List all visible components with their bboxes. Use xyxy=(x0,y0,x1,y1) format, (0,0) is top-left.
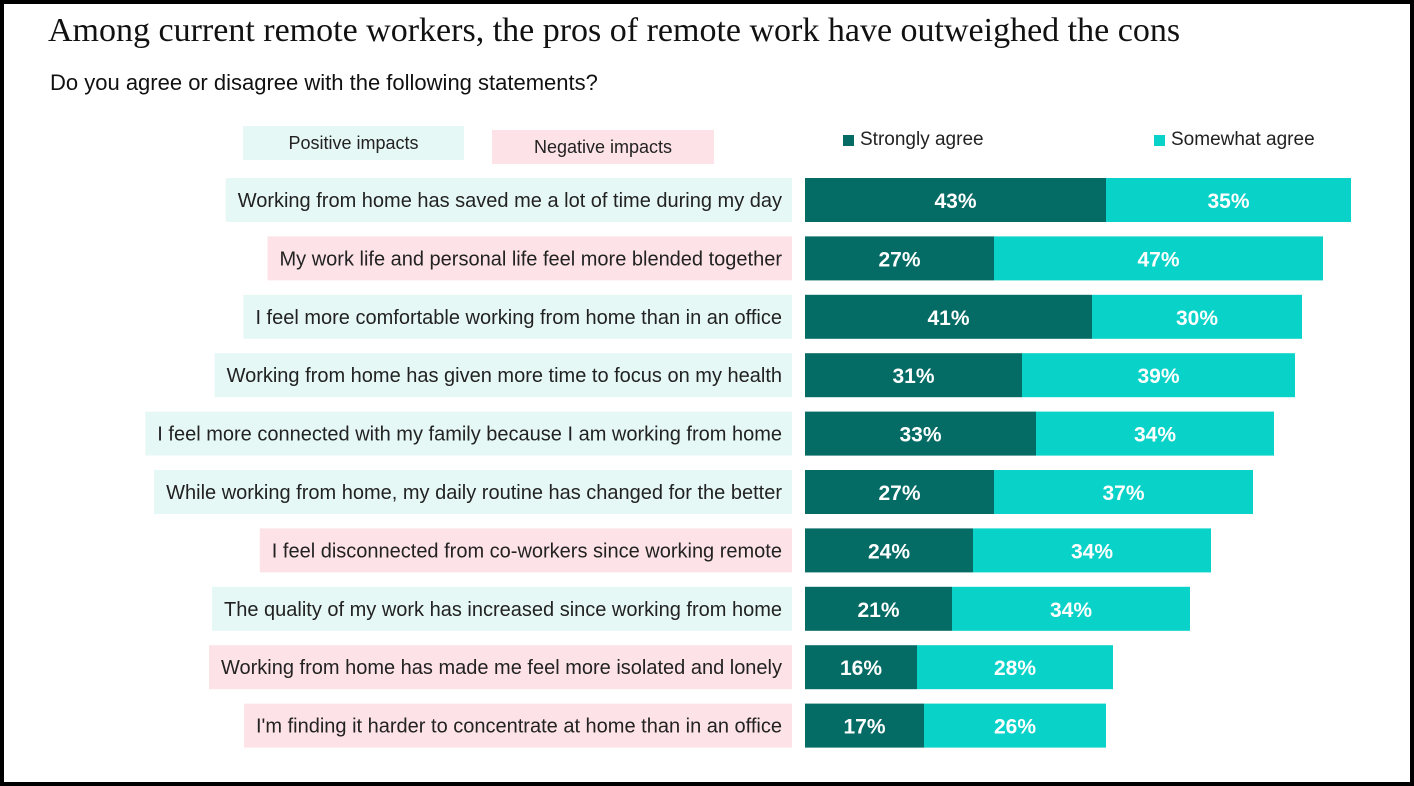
bar-strongly-agree xyxy=(805,528,973,573)
data-label-strongly-agree: 27% xyxy=(878,248,920,271)
bar-strongly-agree xyxy=(805,586,952,631)
positive-impacts-key: Positive impacts xyxy=(243,126,464,160)
bar-strongly-agree xyxy=(805,353,1022,398)
data-label-somewhat-agree: 26% xyxy=(994,716,1036,739)
bar-strongly-agree xyxy=(805,236,994,281)
legend-swatch-somewhat-agree xyxy=(1154,134,1165,146)
data-label-somewhat-agree: 34% xyxy=(1050,599,1092,622)
bar-somewhat-agree xyxy=(1036,411,1274,456)
category-label: I'm finding it harder to concentrate at … xyxy=(256,716,782,738)
bar-strongly-agree xyxy=(805,411,1036,456)
category-label: The quality of my work has increased sin… xyxy=(224,599,782,621)
bar-strongly-agree xyxy=(805,470,994,514)
category-label: I feel disconnected from co-workers sinc… xyxy=(272,540,782,562)
category-label: I feel more comfortable working from hom… xyxy=(255,307,782,329)
legend-item-somewhat-agree: Somewhat agree xyxy=(1154,127,1315,153)
data-label-strongly-agree: 33% xyxy=(899,424,941,447)
data-label-strongly-agree: 31% xyxy=(892,365,934,388)
data-label-strongly-agree: 43% xyxy=(934,190,976,213)
bar-somewhat-agree xyxy=(917,645,1113,690)
data-label-somewhat-agree: 34% xyxy=(1134,424,1176,447)
negative-impacts-key: Negative impacts xyxy=(492,130,714,164)
data-label-strongly-agree: 16% xyxy=(840,657,882,680)
bar-somewhat-agree xyxy=(952,586,1190,631)
bar-somewhat-agree xyxy=(994,470,1253,514)
chart-subtitle: Do you agree or disagree with the follow… xyxy=(50,70,598,95)
category-label-background xyxy=(244,703,792,748)
bar-somewhat-agree xyxy=(1092,294,1302,339)
category-label: Working from home has given more time to… xyxy=(227,365,782,387)
legend-swatch-strongly-agree xyxy=(843,134,854,146)
category-label-background xyxy=(212,586,792,631)
data-label-strongly-agree: 27% xyxy=(878,482,920,505)
category-label-background xyxy=(145,411,793,456)
data-label-strongly-agree: 17% xyxy=(843,716,885,739)
data-label-strongly-agree: 41% xyxy=(927,307,969,330)
data-label-somewhat-agree: 30% xyxy=(1176,307,1218,330)
category-label-background xyxy=(209,645,792,690)
data-label-somewhat-agree: 28% xyxy=(994,657,1036,680)
legend-label-somewhat-agree: Somewhat agree xyxy=(1171,129,1315,150)
category-label-background xyxy=(214,353,793,398)
chart-title: Among current remote workers, the pros o… xyxy=(48,12,1181,49)
data-label-somewhat-agree: 47% xyxy=(1137,248,1179,271)
category-label: Working from home has made me feel more … xyxy=(221,657,782,679)
data-label-strongly-agree: 21% xyxy=(857,599,899,622)
data-label-somewhat-agree: 39% xyxy=(1137,365,1179,388)
category-label: My work life and personal life feel more… xyxy=(280,248,783,270)
data-label-somewhat-agree: 37% xyxy=(1102,482,1144,505)
bar-somewhat-agree xyxy=(973,528,1211,573)
category-label: I feel more connected with my family bec… xyxy=(157,424,782,446)
category-label-background xyxy=(267,236,792,281)
legend-item-strongly-agree: Strongly agree xyxy=(843,127,984,153)
bar-strongly-agree xyxy=(805,645,917,690)
category-label: Working from home has saved me a lot of … xyxy=(238,190,782,212)
bar-somewhat-agree xyxy=(994,236,1323,281)
legend-label-strongly-agree: Strongly agree xyxy=(860,129,984,150)
category-label: While working from home, my daily routin… xyxy=(166,482,782,504)
bar-somewhat-agree xyxy=(1106,178,1351,222)
bar-somewhat-agree xyxy=(1022,353,1295,398)
data-label-somewhat-agree: 35% xyxy=(1207,190,1249,213)
bar-strongly-agree xyxy=(805,178,1106,222)
bar-strongly-agree xyxy=(805,294,1092,339)
bar-somewhat-agree xyxy=(924,703,1106,748)
category-label-background xyxy=(243,294,792,339)
data-label-somewhat-agree: 34% xyxy=(1071,540,1113,563)
category-label-background xyxy=(154,470,793,514)
bar-strongly-agree xyxy=(805,703,924,748)
category-label-background xyxy=(259,528,792,573)
data-label-strongly-agree: 24% xyxy=(868,540,910,563)
category-label-background xyxy=(225,178,792,222)
